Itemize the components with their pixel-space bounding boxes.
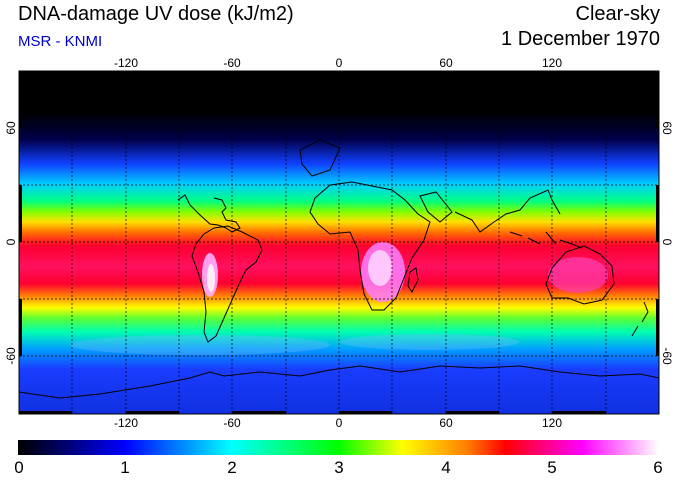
gridlines	[19, 71, 659, 414]
frame-bar-right-2	[656, 185, 659, 242]
producer-label: MSR - KNMI	[18, 33, 103, 50]
lon-label-bottom-0: 0	[336, 416, 343, 430]
southern-africa-hotspot-core	[368, 250, 392, 286]
frame-bar-right-3	[656, 299, 659, 356]
frame-bar-left-3	[19, 299, 22, 356]
asia-coast	[454, 189, 561, 233]
frame-bar-top-1	[19, 71, 72, 74]
lat-labels-left: 60 0 -60	[4, 121, 18, 365]
colorbar-label-5: 5	[547, 458, 557, 477]
andes-hotspot-core	[207, 264, 215, 292]
frame-bar-bottom-3	[232, 411, 286, 414]
australia-coast	[545, 245, 615, 305]
colorbar-label-4: 4	[441, 458, 451, 477]
uv-hotspots	[19, 71, 659, 414]
southern-ocean-haze-2	[340, 334, 520, 350]
frame-bar-top-2	[126, 71, 179, 74]
sky-condition-label: Clear-sky	[575, 3, 660, 25]
colorbar-label-0: 0	[14, 458, 24, 477]
lon-label-top-120: 120	[542, 56, 562, 70]
australia-hotspot	[548, 257, 608, 293]
frame-bar-top-3	[232, 71, 286, 74]
lon-label-top-minus60: -60	[223, 56, 241, 70]
lat-label-right-minus60: -60	[660, 347, 674, 365]
lat-label-left-minus60: -60	[4, 347, 18, 365]
maritime-continent-coast	[509, 231, 583, 249]
uv-field-background	[19, 71, 659, 414]
frame-bar-bottom-1	[19, 411, 72, 414]
frame-ticks	[19, 71, 659, 414]
colorbar-label-6: 6	[653, 458, 663, 477]
colorbar-label-2: 2	[227, 458, 237, 477]
map-title: DNA-damage UV dose (kJ/m2)	[18, 3, 294, 25]
frame-bar-right-1	[656, 71, 659, 128]
lon-label-top-0: 0	[336, 56, 343, 70]
lon-label-bottom-minus120: -120	[114, 416, 138, 430]
lon-label-bottom-60: 60	[439, 416, 453, 430]
madagascar-coast	[407, 267, 419, 293]
frame-bar-bottom-5	[446, 411, 499, 414]
date-label: 1 December 1970	[501, 28, 660, 50]
lat-label-left-60: 60	[4, 121, 18, 135]
frame-bar-left-2	[19, 185, 22, 242]
frame-bar-top-5	[446, 71, 499, 74]
lon-labels-bottom: -120 -60 0 60 120	[114, 416, 562, 430]
colorbar-label-3: 3	[334, 458, 344, 477]
frame-bar-bottom-4	[339, 411, 392, 414]
lon-label-bottom-120: 120	[542, 416, 562, 430]
southern-ocean-haze	[70, 335, 330, 355]
colorbar	[18, 440, 659, 455]
greenland-coast	[299, 139, 341, 177]
lon-labels-top: -120 -60 0 60 120	[114, 56, 562, 70]
frame-bar-bottom-2	[126, 411, 179, 414]
colorbar-label-1: 1	[120, 458, 130, 477]
lat-labels-right: 60 0 -60	[660, 121, 674, 365]
frame-bar-top-4	[339, 71, 392, 74]
lat-label-right-60: 60	[660, 121, 674, 135]
frame-bar-left-1	[19, 71, 22, 128]
frame-bar-bottom-6	[552, 411, 606, 414]
lat-label-right-0: 0	[660, 239, 674, 246]
africa-coast	[309, 181, 431, 311]
lat-label-left-0: 0	[4, 238, 18, 245]
lon-label-top-60: 60	[439, 56, 453, 70]
frame-bar-top-6	[552, 71, 606, 74]
lon-label-top-minus120: -120	[114, 56, 138, 70]
lon-label-bottom-minus60: -60	[223, 416, 241, 430]
antarctica-coast	[19, 365, 659, 399]
new-zealand-coast	[631, 301, 649, 337]
south-america-coast	[191, 225, 263, 343]
